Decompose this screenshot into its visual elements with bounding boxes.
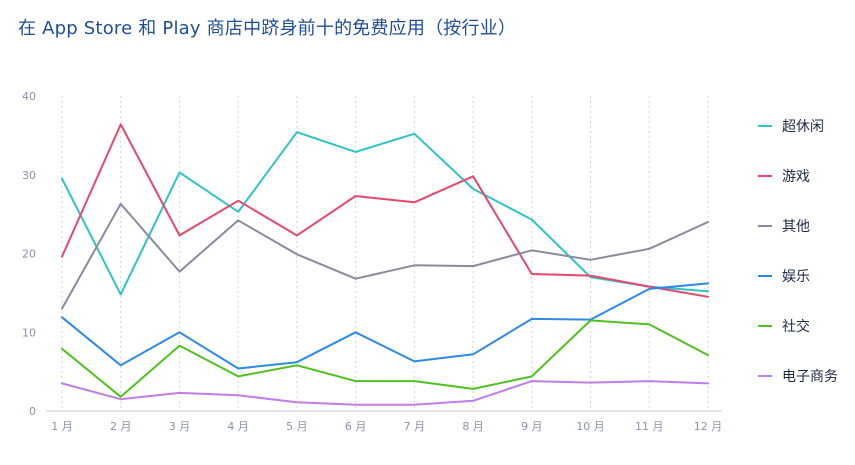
series-line-1 — [61, 123, 709, 298]
axes: 0 10 20 30 40 1 月 2 月 3 月 4 月 5 月 6 月 7 月 8 月 9 月 10 月… — [22, 90, 722, 433]
legend-label: 社交 — [782, 319, 810, 335]
series-line-2 — [61, 202, 709, 310]
legend-label: 其他 — [782, 219, 810, 235]
legend-item[interactable]: 游戏 — [758, 166, 853, 186]
y-tick-label: 30 — [22, 169, 36, 182]
y-tick-label: 40 — [22, 90, 36, 103]
series-line-3 — [61, 282, 709, 370]
x-tick-label: 8 月 — [462, 420, 484, 433]
x-tick-label: 11 月 — [635, 420, 664, 433]
chart-title: 在 App Store 和 Play 商店中跻身前十的免费应用（按行业） — [18, 18, 517, 39]
y-tick-label: 10 — [22, 326, 36, 339]
legend-item[interactable]: 社交 — [758, 316, 853, 336]
legend-label: 游戏 — [782, 169, 810, 185]
x-tick-label: 5 月 — [286, 420, 308, 433]
y-tick-label: 20 — [22, 248, 36, 261]
x-tick-label: 1 月 — [51, 420, 73, 433]
series-lines — [61, 123, 709, 406]
legend-swatch — [758, 125, 772, 127]
legend-item[interactable]: 电子商务 — [758, 366, 853, 386]
x-tick-label: 6 月 — [345, 420, 367, 433]
x-tick-label: 7 月 — [404, 420, 426, 433]
legend-item[interactable]: 超休闲 — [758, 116, 853, 136]
series-line-4 — [61, 319, 709, 398]
legend-swatch — [758, 175, 772, 177]
x-tick-label: 4 月 — [227, 420, 249, 433]
legend-item[interactable]: 娱乐 — [758, 266, 853, 286]
x-tick-label: 3 月 — [169, 420, 191, 433]
legend-item[interactable]: 其他 — [758, 216, 853, 236]
legend-swatch — [758, 375, 772, 377]
legend-label: 超休闲 — [782, 119, 824, 135]
x-tick-label: 9 月 — [521, 420, 543, 433]
legend-label: 娱乐 — [782, 269, 810, 285]
y-tick-label: 0 — [29, 405, 36, 418]
series-line-5 — [61, 380, 709, 406]
legend-label: 电子商务 — [782, 369, 838, 385]
x-tick-label: 10 月 — [576, 420, 605, 433]
legend-swatch — [758, 225, 772, 227]
x-tick-label: 12 月 — [694, 420, 723, 433]
legend-swatch — [758, 275, 772, 277]
x-tick-label: 2 月 — [110, 420, 132, 433]
legend-swatch — [758, 325, 772, 327]
series-line-0 — [61, 131, 709, 296]
